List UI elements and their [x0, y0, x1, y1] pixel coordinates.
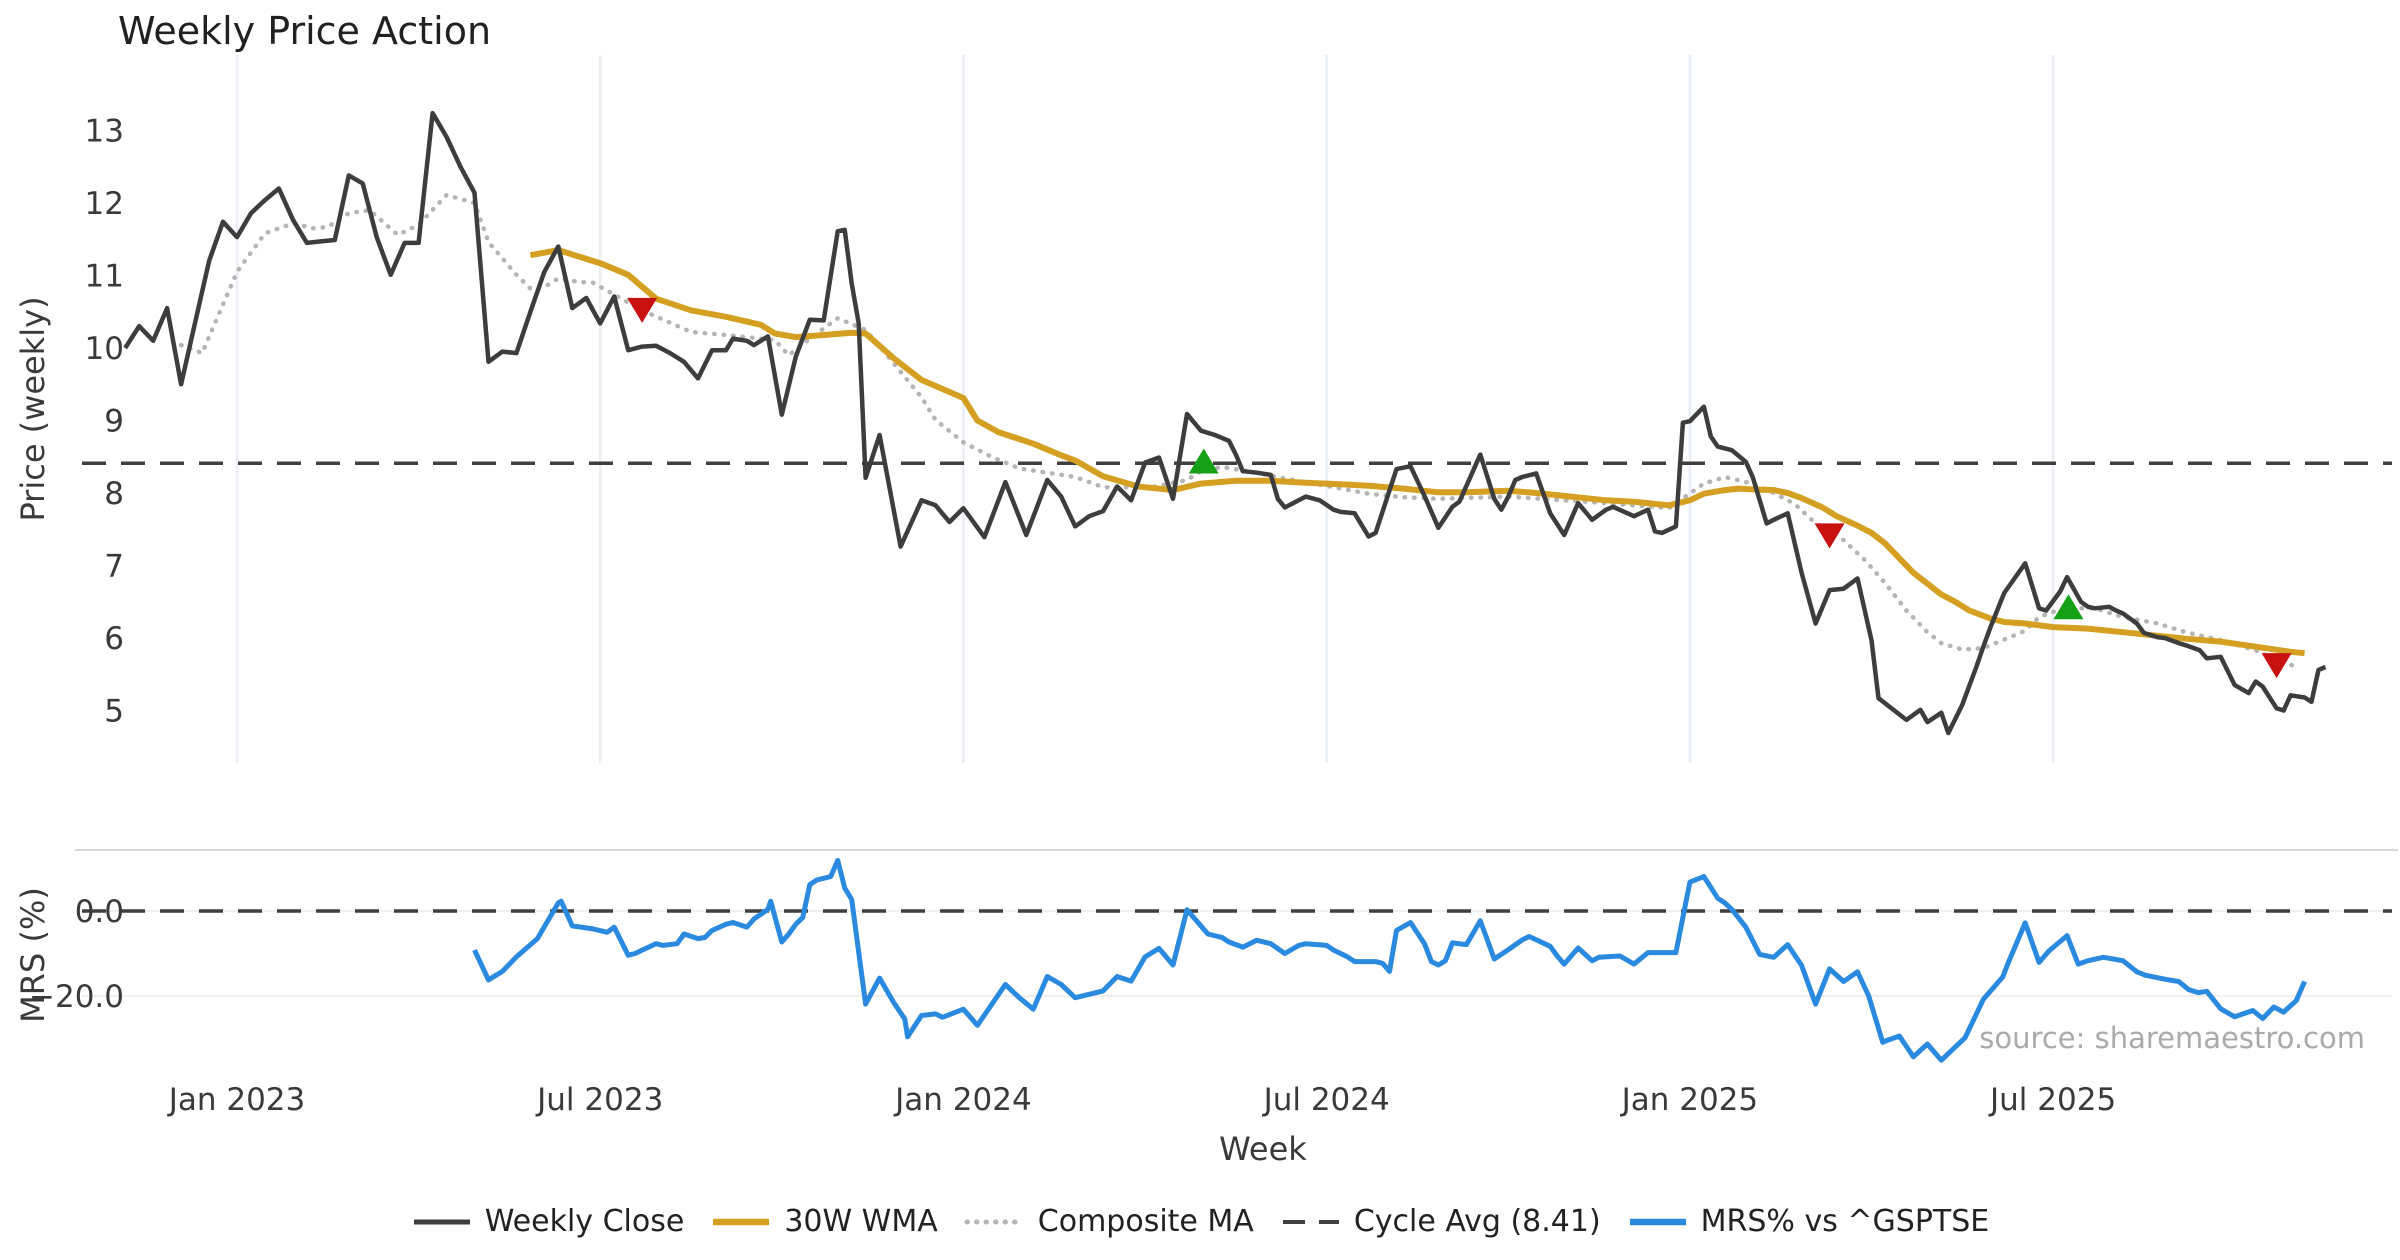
legend-swatch-wma [713, 1218, 770, 1225]
price-ytick: 5 [104, 694, 124, 730]
price-axis-label: Price (weekly) [14, 296, 52, 521]
mrs-axis-label: MRS (%) [14, 887, 52, 1023]
mrs-ytick: −20.0 [29, 979, 124, 1015]
gridlines [75, 55, 2398, 997]
price-ytick: 12 [85, 186, 124, 222]
legend-swatch-close [413, 1219, 470, 1224]
axis-ticks: 5 6 7 8 9 10 11 12 13 0.0 −20.0 Jan 2023 Jul 2023 Jan… [29, 114, 2116, 1119]
legend-label: MRS% vs ^GSPTSE [1700, 1204, 1990, 1239]
price-ytick: 10 [85, 331, 124, 367]
chart-legend: Weekly Close 30W WMA Composite MA Cycle Avg… [0, 1204, 2400, 1239]
x-tick: Jul 2024 [1262, 1082, 1390, 1118]
week-axis-label: Week [1219, 1130, 1307, 1168]
price-ytick: 6 [104, 621, 124, 657]
signal-markers [627, 297, 2292, 679]
legend-swatch-cycle [1282, 1219, 1339, 1224]
legend-swatch-composite [964, 1219, 1026, 1224]
source-watermark: source: sharemaestro.com [1979, 1021, 2365, 1055]
reference-lines [82, 461, 2392, 913]
legend-label: Weekly Close [484, 1204, 685, 1239]
legend-label: Composite MA [1037, 1204, 1254, 1239]
legend-item-cycle: Cycle Avg (8.41) [1280, 1204, 1601, 1239]
legend-label: 30W WMA [784, 1204, 938, 1239]
legend-label: Cycle Avg (8.41) [1353, 1204, 1601, 1239]
price-ytick: 7 [104, 549, 124, 585]
price-ytick: 11 [85, 259, 124, 295]
price-ytick: 8 [104, 476, 124, 512]
series-lines [123, 110, 2327, 1063]
legend-swatch-mrs [1629, 1218, 1686, 1225]
x-tick: Jan 2025 [1620, 1082, 1759, 1118]
legend-item-close: Weekly Close [411, 1204, 685, 1239]
legend-item-wma: 30W WMA [710, 1204, 938, 1239]
legend-item-mrs: MRS% vs ^GSPTSE [1627, 1204, 1990, 1239]
mrs-ytick: 0.0 [75, 894, 124, 930]
price-ytick: 9 [104, 404, 124, 440]
x-tick: Jul 2025 [1988, 1082, 2116, 1118]
x-tick: Jan 2023 [167, 1082, 306, 1118]
x-tick: Jul 2023 [535, 1082, 663, 1118]
legend-item-composite: Composite MA [964, 1204, 1254, 1239]
x-tick: Jan 2024 [893, 1082, 1032, 1118]
chart-title: Weekly Price Action [118, 9, 491, 53]
price-ytick: 13 [85, 114, 124, 150]
